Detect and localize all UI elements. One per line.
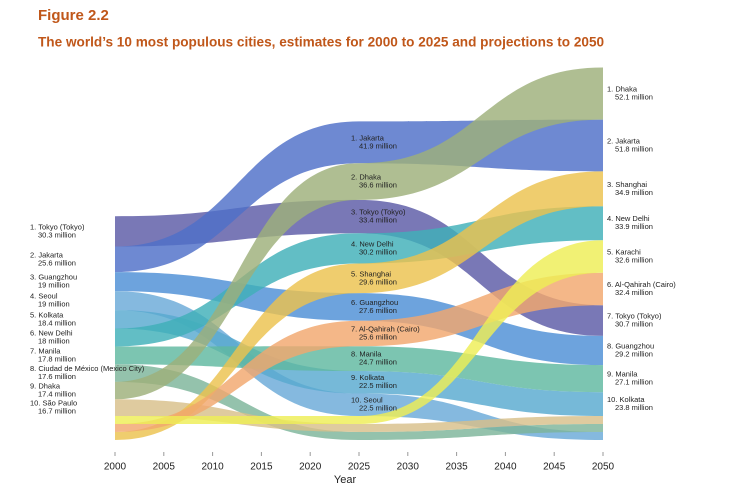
ribbon	[115, 291, 603, 440]
x-tick-label: 2030	[397, 462, 420, 473]
ribbon	[115, 67, 603, 400]
series-label: 4. Seoul	[30, 292, 58, 301]
ribbon	[115, 199, 603, 336]
labels: 1. Tokyo (Tokyo)30.3 million 3. Tokyo (To…	[30, 85, 676, 416]
series-label: 2. Jakarta	[30, 250, 64, 259]
series-label: 3. Guangzhou	[30, 273, 77, 282]
value-label: 32.4 million	[615, 288, 653, 297]
series-label: 9. Kolkata	[351, 373, 385, 382]
series-label: 2. Jakarta	[607, 136, 641, 145]
x-tick-label: 2050	[592, 462, 615, 473]
value-label: 25.6 million	[38, 258, 76, 267]
series-label: 4. New Delhi	[351, 239, 394, 248]
series-label: 8. Manila	[351, 350, 382, 359]
series-label: 10. São Paulo	[30, 399, 77, 408]
series-label: 6. Guangzhou	[351, 298, 398, 307]
value-label: 19 million	[38, 300, 70, 309]
value-label: 16.7 million	[38, 407, 76, 416]
series-label: 8. Ciudad de México (Mexico City)	[30, 364, 145, 373]
x-tick-label: 2025	[348, 462, 371, 473]
value-label: 30.3 million	[38, 230, 76, 239]
series-label: 7. Tokyo (Tokyo)	[607, 312, 662, 321]
series-label: 3. Tokyo (Tokyo)	[351, 208, 406, 217]
series-label: 10. Seoul	[351, 396, 383, 405]
x-tick-label: 2000	[104, 462, 127, 473]
series-label: 8. Guangzhou	[607, 341, 654, 350]
value-label: 51.8 million	[615, 144, 653, 153]
series-label: 7. Manila	[30, 346, 61, 355]
series-label: 2. Dhaka	[351, 173, 382, 182]
value-label: 41.9 million	[359, 141, 397, 150]
value-label: 18 million	[38, 336, 70, 345]
value-label: 33.9 million	[615, 222, 653, 231]
value-label: 30.2 million	[359, 247, 397, 256]
value-label: 24.7 million	[359, 358, 397, 367]
value-label: 34.9 million	[615, 188, 653, 197]
ribbon	[115, 240, 603, 424]
value-label: 22.5 million	[359, 381, 397, 390]
value-label: 17.4 million	[38, 390, 76, 399]
x-tick-label: 2020	[299, 462, 322, 473]
series-label: 5. Shanghai	[351, 269, 391, 278]
value-label: 33.4 million	[359, 216, 397, 225]
series-label: 4. New Delhi	[607, 214, 650, 223]
value-label: 30.7 million	[615, 320, 653, 329]
value-label: 22.5 million	[359, 404, 397, 413]
value-label: 27.1 million	[615, 378, 653, 387]
x-tick-label: 2045	[543, 462, 566, 473]
x-tick-label: 2035	[445, 462, 468, 473]
series-label: 9. Manila	[607, 370, 638, 379]
series-label: 3. Shanghai	[607, 180, 647, 189]
series-label: 9. Dhaka	[30, 382, 61, 391]
value-label: 29.6 million	[359, 277, 397, 286]
x-tick-label: 2015	[250, 462, 273, 473]
value-label: 36.6 million	[359, 181, 397, 190]
x-axis-label: Year	[334, 474, 357, 486]
x-tick-label: 2040	[494, 462, 517, 473]
series-label: 6. New Delhi	[30, 328, 73, 337]
chart-subtitle: The world’s 10 most populous cities, est…	[38, 35, 604, 50]
value-label: 19 million	[38, 281, 70, 290]
ribbons	[115, 67, 603, 440]
chart-title: Figure 2.2	[38, 7, 109, 24]
series-label: 6. Al-Qahirah (Cairo)	[607, 280, 676, 289]
ribbon	[115, 310, 603, 416]
value-label: 17.8 million	[38, 354, 76, 363]
value-label: 17.6 million	[38, 372, 76, 381]
value-label: 23.8 million	[615, 403, 653, 412]
series-label: 7. Al-Qahirah (Cairo)	[351, 324, 420, 333]
series-label: 1. Tokyo (Tokyo)	[30, 222, 85, 231]
x-tick-label: 2005	[153, 462, 176, 473]
series-label: 5. Kolkata	[30, 310, 64, 319]
value-label: 32.6 million	[615, 255, 653, 264]
series-label: 1. Jakarta	[351, 133, 385, 142]
value-label: 18.4 million	[38, 318, 76, 327]
series-label: 10. Kolkata	[607, 395, 645, 404]
value-label: 25.6 million	[359, 332, 397, 341]
value-label: 27.6 million	[359, 306, 397, 315]
x-tick-label: 2010	[201, 462, 224, 473]
value-label: 29.2 million	[615, 349, 653, 358]
series-label: 5. Karachi	[607, 247, 641, 256]
ribbon	[115, 171, 603, 440]
series-label: 1. Dhaka	[607, 85, 638, 94]
value-label: 52.1 million	[615, 93, 653, 102]
ribbon	[115, 272, 603, 432]
